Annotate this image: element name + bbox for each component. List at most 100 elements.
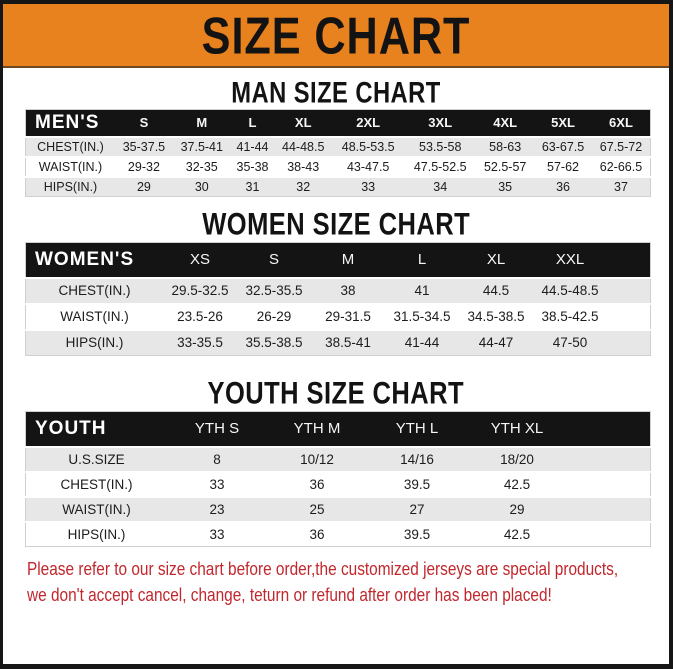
banner: SIZE CHART (3, 4, 669, 68)
measurement-label: HIPS(IN.) (67, 526, 126, 542)
size-value-cell: 58-63 (489, 139, 522, 154)
size-value-cell: 48.5-53.5 (341, 139, 395, 154)
measurement-row: CHEST(IN.) 29.5-32.5 32.5-35.5 38 41 44.5 44.5… (25, 277, 651, 304)
size-value-cell: 33 (209, 526, 225, 542)
size-header-row: YOUTH YTH S YTH M YTH L YTH XL (25, 411, 651, 447)
size-value-cell: 39.5 (403, 526, 431, 542)
row-filler (607, 330, 651, 356)
size-column-header: M (341, 251, 355, 269)
row-filler (567, 447, 651, 472)
size-column-header: YTH XL (490, 420, 544, 438)
size-value-cell: 30 (194, 179, 209, 194)
size-value-cell: 62-66.5 (599, 159, 643, 174)
measurement-row: HIPS(IN.) 33-35.5 35.5-38.5 38.5-41 41-44 44-… (25, 329, 651, 356)
measurement-row: U.S.SIZE 8 10/12 14/16 18/20 (25, 446, 651, 472)
size-column-header: XL (486, 251, 506, 269)
size-value-cell: 8 (213, 451, 221, 467)
youth-size-table: YOUTH YTH S YTH M YTH L YTH XL U.S.SIZE 8 10/12… (25, 411, 651, 547)
size-value-cell: 47.5-52.5 (413, 159, 467, 174)
header-filler (607, 243, 651, 278)
size-column-header: 3XL (428, 115, 453, 131)
size-value-cell: 32 (296, 179, 311, 194)
size-value-cell: 29 (136, 179, 151, 194)
table-corner-label: MEN'S (35, 111, 100, 133)
measurement-label: HIPS(IN.) (43, 179, 98, 194)
row-filler (607, 304, 651, 330)
size-value-cell: 29-31.5 (325, 309, 371, 324)
size-value-cell: 37 (614, 179, 628, 194)
size-value-cell: 29.5-32.5 (171, 283, 229, 298)
size-value-cell: 23.5-26 (177, 309, 223, 324)
page-title: SIZE CHART (201, 5, 471, 65)
row-filler (567, 472, 651, 497)
size-column-header: 6XL (609, 115, 633, 131)
size-value-cell: 35-38 (236, 159, 269, 174)
measurement-label: CHEST(IN.) (60, 476, 133, 492)
size-column-header: XS (189, 251, 210, 269)
size-value-cell: 32.5-35.5 (245, 283, 303, 298)
measurement-label: HIPS(IN.) (65, 335, 124, 351)
size-column-header: S (139, 115, 149, 131)
size-value-cell: 31 (245, 179, 260, 194)
size-value-cell: 32-35 (185, 159, 218, 174)
size-value-cell: 37.5-41 (180, 139, 223, 154)
size-value-cell: 33 (361, 179, 376, 194)
table-corner-label: YOUTH (35, 417, 107, 439)
size-value-cell: 10/12 (300, 451, 334, 467)
size-value-cell: 38.5-42.5 (541, 309, 599, 324)
size-value-cell: 44.5-48.5 (541, 283, 599, 298)
measurement-row: WAIST(IN.) 23.5-26 26-29 29-31.5 31.5-34.5 34… (25, 303, 651, 330)
size-value-cell: 44-47 (478, 335, 514, 351)
size-value-cell: 52.5-57 (483, 159, 527, 174)
size-column-header: YTH L (395, 420, 439, 438)
size-value-cell: 38-43 (287, 159, 320, 174)
size-value-cell: 36 (309, 476, 325, 492)
size-value-cell: 29-32 (127, 159, 160, 174)
size-value-cell: 26-29 (256, 309, 292, 324)
measurement-label: WAIST(IN.) (38, 159, 103, 174)
measurement-row: HIPS(IN.) 29 30 31 32 33 34 35 36 37 (25, 176, 651, 197)
size-value-cell: 67.5-72 (599, 139, 643, 154)
size-column-header: YTH S (194, 420, 240, 438)
size-value-cell: 36 (309, 526, 325, 542)
size-value-cell: 14/16 (400, 451, 434, 467)
size-value-cell: 41-44 (404, 335, 440, 351)
size-value-cell: 33-35.5 (177, 335, 223, 351)
man-section-heading: MAN SIZE CHART (3, 76, 669, 110)
man-section-heading-text: MAN SIZE CHART (231, 76, 441, 110)
measurement-row: WAIST(IN.) 23 25 27 29 (25, 496, 651, 522)
size-value-cell: 25 (309, 501, 325, 517)
size-value-cell: 53.5-58 (419, 139, 462, 154)
size-value-cell: 63-67.5 (541, 139, 585, 154)
size-value-cell: 33 (209, 476, 225, 492)
size-value-cell: 44-48.5 (282, 139, 325, 154)
size-column-header: XXL (555, 251, 585, 269)
row-filler (607, 278, 651, 304)
header-filler (567, 412, 651, 447)
size-value-cell: 42.5 (503, 476, 531, 492)
measurement-row: CHEST(IN.) 33 36 39.5 42.5 (25, 471, 651, 497)
size-value-cell: 42.5 (503, 526, 531, 542)
size-column-header: 5XL (551, 115, 575, 131)
size-value-cell: 35-37.5 (122, 139, 166, 154)
size-column-header: M (196, 115, 208, 131)
women-section-heading-text: WOMEN SIZE CHART (202, 207, 470, 243)
measurement-row: WAIST(IN.) 29-32 32-35 35-38 38-43 43-47.5 47.… (25, 156, 651, 177)
measurement-row: HIPS(IN.) 33 36 39.5 42.5 (25, 521, 651, 547)
size-column-header: XL (294, 115, 312, 131)
measurement-label: CHEST(IN.) (37, 139, 104, 154)
size-value-cell: 36 (556, 179, 570, 194)
size-header-row: MEN'S S M L XL 2XL 3XL 4XL 5XL 6XL (25, 109, 651, 137)
size-value-cell: 43-47.5 (346, 159, 390, 174)
size-value-cell: 41 (414, 283, 430, 298)
size-value-cell: 44.5 (482, 283, 510, 298)
women-section-heading: WOMEN SIZE CHART (3, 207, 669, 243)
measurement-label: U.S.SIZE (68, 451, 125, 467)
size-value-cell: 57-62 (547, 159, 579, 174)
men-size-table: MEN'S S M L XL 2XL 3XL 4XL 5XL 6XL CHEST(IN.) 35-37… (25, 109, 651, 197)
size-value-cell: 35 (498, 179, 513, 194)
size-value-cell: 34 (433, 179, 448, 194)
youth-section-heading-text: YOUTH SIZE CHART (207, 376, 465, 412)
size-column-header: 2XL (356, 115, 381, 131)
